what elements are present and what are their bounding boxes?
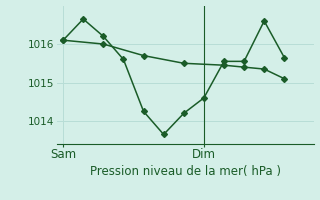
X-axis label: Pression niveau de la mer( hPa ): Pression niveau de la mer( hPa ) bbox=[90, 165, 281, 178]
